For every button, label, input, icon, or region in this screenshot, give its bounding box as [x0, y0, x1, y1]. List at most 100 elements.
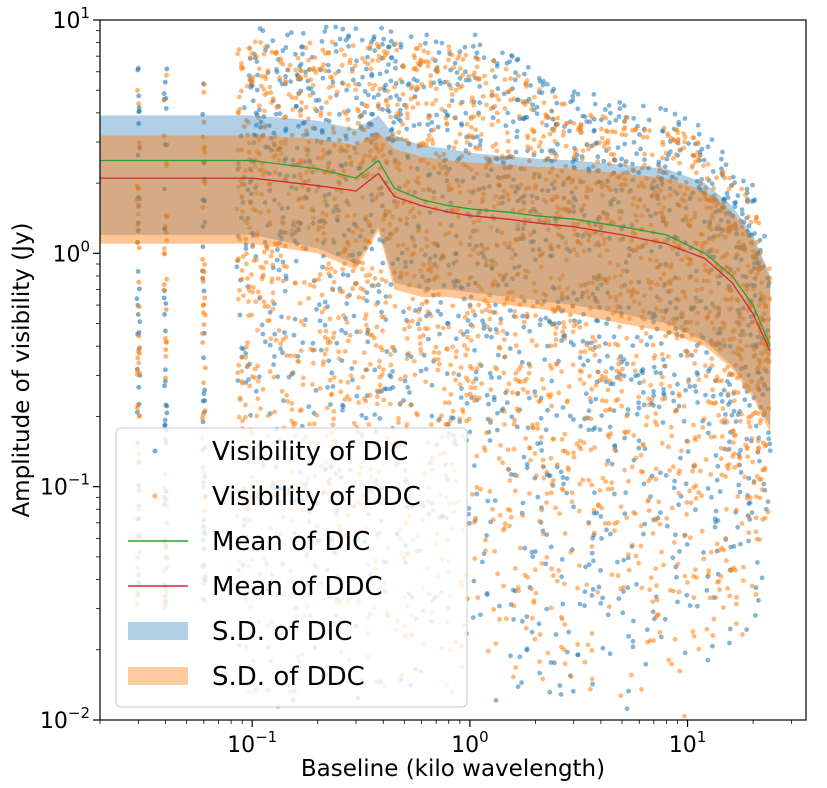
visibility-point: [365, 61, 371, 67]
visibility-point: [414, 84, 420, 90]
visibility-point: [200, 398, 206, 404]
visibility-point: [236, 296, 241, 302]
visibility-point: [395, 102, 400, 108]
visibility-point: [504, 400, 510, 406]
visibility-point: [617, 369, 622, 375]
visibility-point: [693, 496, 699, 501]
visibility-point: [281, 398, 286, 404]
visibility-point: [534, 195, 540, 201]
visibility-point: [369, 192, 374, 198]
visibility-point: [417, 121, 422, 127]
visibility-point: [665, 237, 671, 242]
visibility-point: [586, 562, 592, 567]
visibility-point: [372, 276, 378, 281]
visibility-point: [560, 133, 566, 138]
visibility-point: [377, 86, 383, 92]
visibility-point: [263, 44, 268, 50]
visibility-point: [676, 403, 682, 409]
visibility-point: [538, 415, 544, 421]
visibility-point: [704, 626, 710, 632]
visibility-point: [548, 343, 554, 349]
visibility-point: [323, 24, 329, 30]
visibility-point: [539, 448, 544, 453]
visibility-point: [243, 242, 249, 247]
visibility-point: [712, 516, 718, 522]
visibility-point: [393, 41, 399, 46]
visibility-point: [247, 179, 253, 185]
visibility-point: [388, 29, 394, 34]
visibility-point: [416, 309, 422, 315]
visibility-point: [200, 257, 206, 262]
visibility-point: [369, 197, 375, 203]
visibility-point: [570, 362, 576, 368]
visibility-point: [239, 276, 245, 282]
visibility-point: [495, 427, 500, 433]
visibility-point: [640, 390, 646, 395]
visibility-point: [280, 215, 286, 221]
visibility-point: [434, 112, 439, 118]
visibility-point: [685, 580, 690, 585]
visibility-point: [245, 340, 250, 346]
visibility-point: [293, 51, 298, 57]
visibility-point: [681, 403, 687, 409]
visibility-point: [433, 97, 439, 103]
visibility-point: [537, 632, 543, 637]
visibility-point: [549, 378, 555, 384]
visibility-point: [522, 378, 527, 384]
visibility-point: [600, 114, 606, 119]
visibility-point: [560, 487, 566, 493]
visibility-point: [567, 248, 573, 254]
visibility-point: [590, 681, 595, 687]
visibility-point: [325, 62, 331, 68]
visibility-point: [694, 170, 699, 176]
visibility-point: [257, 107, 262, 113]
visibility-point: [634, 581, 639, 587]
visibility-point: [502, 165, 508, 171]
visibility-point: [318, 113, 324, 119]
visibility-point: [720, 406, 726, 411]
visibility-point: [708, 400, 714, 406]
visibility-point: [245, 187, 251, 193]
visibility-point: [479, 242, 484, 248]
visibility-point: [359, 413, 365, 418]
visibility-point: [239, 379, 245, 384]
visibility-point: [327, 111, 332, 117]
visibility-point: [507, 478, 513, 483]
visibility-point: [570, 159, 576, 165]
visibility-point: [545, 407, 550, 413]
visibility-point: [243, 351, 249, 356]
visibility-point: [664, 523, 670, 529]
visibility-point: [444, 121, 449, 127]
visibility-point: [246, 299, 251, 304]
visibility-point: [678, 455, 683, 461]
visibility-point: [554, 153, 559, 159]
visibility-point: [695, 140, 701, 146]
visibility-point: [527, 328, 533, 334]
visibility-point: [545, 188, 551, 194]
visibility-point: [319, 292, 325, 298]
visibility-point: [625, 585, 631, 590]
visibility-point: [518, 166, 524, 172]
visibility-point: [671, 485, 677, 491]
visibility-point: [488, 106, 494, 112]
visibility-point: [341, 313, 347, 318]
visibility-point: [570, 93, 576, 99]
visibility-point: [314, 138, 320, 144]
visibility-point: [164, 72, 169, 78]
visibility-point: [268, 253, 274, 259]
visibility-point: [258, 40, 263, 45]
visibility-point: [672, 478, 677, 484]
visibility-point: [265, 144, 271, 150]
visibility-point: [705, 657, 711, 663]
visibility-point: [282, 288, 288, 294]
visibility-point: [611, 152, 617, 158]
y-tick-label: 100: [52, 237, 90, 267]
visibility-point: [271, 374, 277, 380]
visibility-point: [441, 283, 447, 288]
visibility-point: [425, 50, 431, 56]
visibility-point: [136, 93, 142, 99]
visibility-point: [739, 411, 744, 417]
visibility-point: [517, 113, 522, 119]
visibility-point: [302, 280, 307, 285]
visibility-point: [474, 366, 480, 371]
